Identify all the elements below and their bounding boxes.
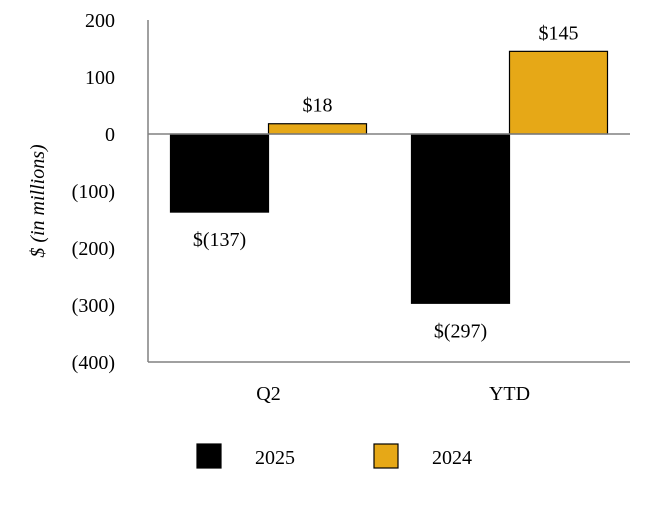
x-category-label: YTD [489, 383, 530, 405]
y-tick-label: 0 [105, 124, 115, 146]
legend-swatch-2025 [196, 443, 222, 469]
legend-label-2025: 2025 [255, 447, 295, 469]
x-category-label: Q2 [256, 383, 280, 405]
data-label: $(297) [434, 320, 487, 342]
y-tick-labels: 200 100 0 (100) (200) (300) (400) [72, 10, 115, 374]
legend: 2025 2024 [196, 443, 472, 469]
data-labels: $(137) $18 $(297) $145 [193, 22, 579, 342]
x-category-labels: Q2 YTD [256, 383, 530, 405]
y-tick-label: (300) [72, 295, 115, 317]
bar-2025-q2 [169, 133, 270, 213]
legend-swatch-2024 [373, 443, 399, 469]
y-tick-label: (200) [72, 238, 115, 260]
y-tick-label: (100) [72, 181, 115, 203]
y-tick-label: 200 [85, 10, 115, 32]
y-tick-label: (400) [72, 352, 115, 374]
y-tick-label: 100 [85, 67, 115, 89]
data-label: $18 [303, 95, 333, 117]
bars-group [169, 50, 609, 304]
legend-label-2024: 2024 [432, 447, 472, 469]
bar-2025-ytd [410, 133, 511, 304]
data-label: $145 [539, 22, 579, 44]
y-axis-label: $ (in millions) [27, 144, 49, 258]
bar-2024-ytd [508, 50, 609, 135]
bar-2024-q2 [267, 123, 368, 135]
data-label: $(137) [193, 229, 246, 251]
